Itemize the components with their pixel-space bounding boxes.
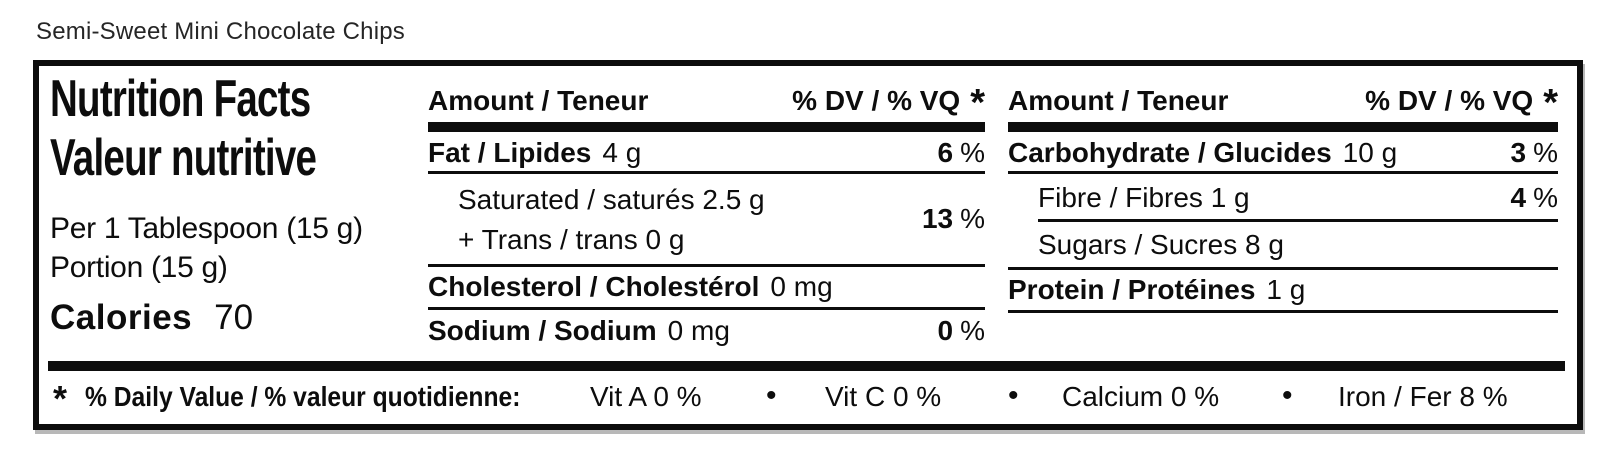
nutrient-column-left: Amount / Teneur % DV / % VQ * Fat / Lipid…	[428, 66, 985, 424]
nutrient-row-saturated-trans: Saturated / saturés 2.5 g + Trans / tran…	[428, 174, 985, 267]
thick-divider-bar	[1008, 122, 1558, 132]
saturated-trans-dv: 13	[921, 203, 954, 234]
nutrient-row-cholesterol: Cholesterol / Cholestérol 0 mg	[428, 267, 985, 310]
trans-line: + Trans / trans 0 g	[458, 224, 685, 255]
amount-header: Amount / Teneur	[1008, 85, 1229, 116]
vitamin-a-value: Vit A 0 %	[590, 381, 702, 412]
protein-name: Protein / Protéines	[1008, 274, 1256, 305]
sodium-name: Sodium / Sodium	[428, 315, 657, 346]
carbohydrate-name: Carbohydrate / Glucides	[1008, 136, 1332, 168]
sodium-amount: 0 mg	[667, 315, 730, 346]
nutrient-row-fibre: Fibre / Fibres 1 g 4%	[1008, 174, 1558, 222]
thick-divider-bar	[428, 122, 985, 132]
serving-size-french: Portion (15 g)	[50, 251, 228, 284]
cholesterol-amount: 0 mg	[770, 271, 833, 302]
column-header: Amount / Teneur % DV / % VQ *	[428, 82, 985, 124]
nutrient-row-sodium: Sodium / Sodium 0 mg 0%	[428, 315, 985, 346]
amount-header: Amount / Teneur	[428, 85, 649, 116]
calcium-value: Calcium 0 %	[1062, 381, 1220, 412]
column-header: Amount / Teneur % DV / % VQ *	[1008, 82, 1558, 124]
bullet-separator: •	[1008, 379, 1019, 412]
bullet-separator: •	[766, 379, 777, 412]
nutrient-column-right: Amount / Teneur % DV / % VQ * Carbohydrat…	[1008, 66, 1558, 424]
cholesterol-name: Cholesterol / Cholestérol	[428, 271, 760, 302]
saturated-line: Saturated / saturés 2.5 g	[458, 184, 765, 215]
carbohydrate-amount: 10 g	[1342, 136, 1398, 168]
daily-value-header: % DV / % VQ *	[1365, 82, 1558, 124]
calories-label: Calories	[50, 298, 193, 337]
serving-size-english: Per 1 Tablespoon (15 g)	[50, 212, 363, 245]
product-title: Semi-Sweet Mini Chocolate Chips	[36, 18, 406, 45]
fat-dv: 6	[937, 136, 954, 168]
nutrient-row-sugars: Sugars / Sucres 8 g	[1008, 222, 1558, 270]
footer-row: * % Daily Value / % valeur quotidienne: …	[39, 376, 1577, 420]
calories-row: Calories 70	[50, 298, 253, 338]
fat-name: Fat / Lipides	[428, 136, 592, 168]
fibre-name: Fibre / Fibres 1 g	[1038, 182, 1250, 213]
indented-rule	[1038, 219, 1558, 222]
calories-value: 70	[214, 298, 254, 337]
nutrient-row-carbohydrate: Carbohydrate / Glucides 10 g 3%	[1008, 134, 1558, 174]
protein-amount: 1 g	[1266, 274, 1306, 305]
fibre-dv: 4	[1510, 182, 1527, 213]
fat-amount: 4 g	[602, 136, 642, 168]
daily-value-header: % DV / % VQ *	[792, 82, 985, 124]
sodium-dv: 0	[937, 315, 954, 346]
daily-value-footnote-label: % Daily Value / % valeur quotidienne:	[85, 381, 521, 412]
footer-divider-bar	[48, 361, 1565, 371]
iron-value: Iron / Fer 8 %	[1338, 381, 1508, 412]
nutrition-facts-table: Nutrition Facts Valeur nutritive Per 1 T…	[33, 60, 1583, 430]
carbohydrate-dv: 3	[1510, 136, 1527, 168]
footnote-asterisk: *	[53, 378, 68, 419]
bullet-separator: •	[1282, 379, 1293, 412]
vitamin-c-value: Vit C 0 %	[825, 381, 942, 412]
nutrient-row-fat: Fat / Lipides 4 g 6%	[428, 134, 985, 174]
sugars-name: Sugars / Sucres 8 g	[1038, 228, 1284, 260]
nutrient-row-protein: Protein / Protéines 1 g	[1008, 270, 1558, 313]
serving-size: Per 1 Tablespoon (15 g) Portion (15 g)	[50, 209, 363, 287]
heading-french: Valeur nutritive	[50, 129, 317, 187]
heading-english: Nutrition Facts	[50, 70, 311, 128]
nutrition-facts-heading: Nutrition Facts Valeur nutritive	[50, 70, 317, 188]
